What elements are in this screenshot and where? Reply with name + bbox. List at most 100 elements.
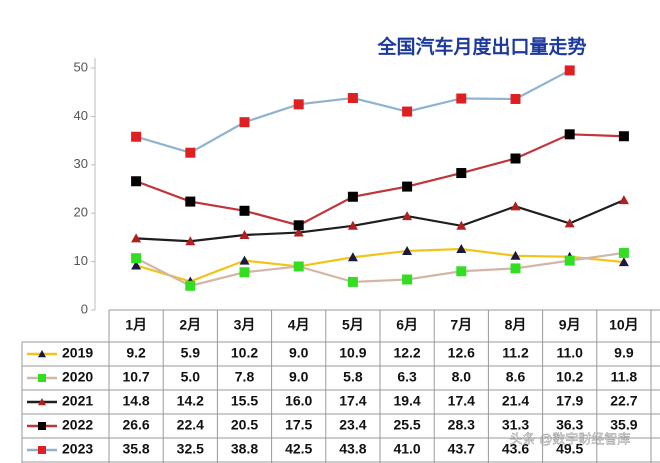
table-cell: 31.3	[502, 417, 529, 433]
point	[564, 129, 575, 140]
table-cell: 43.8	[339, 441, 366, 457]
x-tick-label: 4月	[288, 317, 310, 333]
point	[131, 131, 142, 142]
point	[131, 233, 142, 243]
point	[347, 252, 358, 262]
table-cell: 42.5	[285, 441, 312, 457]
x-tick-label: 6月	[396, 317, 418, 333]
x-tick-label: 2月	[179, 317, 201, 333]
legend-marker	[38, 398, 46, 406]
table-cell: 21.4	[502, 393, 529, 409]
point	[618, 131, 629, 142]
table-cell: 10.2	[231, 345, 258, 361]
point	[456, 93, 467, 104]
y-tick-label: 40	[74, 108, 88, 123]
table-cell: 10.7	[122, 369, 149, 385]
table-cell: 5.0	[181, 369, 201, 385]
table-cell: 22.4	[177, 417, 204, 433]
table-cell: 43.7	[448, 441, 475, 457]
point	[564, 65, 575, 76]
point	[456, 266, 467, 277]
point	[239, 229, 250, 239]
x-tick-label: 7月	[450, 317, 472, 333]
y-tick-label: 50	[74, 59, 88, 74]
point	[510, 93, 521, 104]
table-cell: 7.8	[235, 369, 255, 385]
point	[293, 220, 304, 231]
table-cell: 17.5	[285, 417, 312, 433]
series-line	[135, 133, 624, 227]
table-cell: 41.0	[393, 441, 420, 457]
legend-label: 2021	[62, 393, 93, 409]
chart-title: 全国汽车月度出口量走势	[376, 35, 586, 58]
legend-marker	[38, 374, 46, 382]
table-cell: 23.4	[339, 417, 366, 433]
point	[456, 220, 467, 230]
table-cell: 17.9	[556, 393, 583, 409]
legend-label: 2019	[62, 345, 93, 361]
point	[564, 218, 575, 228]
point	[456, 244, 467, 254]
y-tick-label: 20	[74, 205, 88, 220]
point	[347, 93, 358, 104]
series-line	[135, 251, 625, 287]
point	[185, 280, 196, 291]
table-cell: 17.4	[339, 393, 366, 409]
table-cell: 35.8	[122, 441, 149, 457]
x-tick-label: 10月	[609, 317, 639, 333]
point	[185, 196, 196, 207]
table-cell: 20.5	[231, 417, 258, 433]
point	[402, 181, 413, 192]
point	[131, 253, 142, 264]
table-cell: 5.8	[343, 369, 363, 385]
y-tick-label: 10	[74, 253, 88, 268]
point	[293, 261, 304, 272]
table-cell: 49.5	[556, 441, 583, 457]
point	[564, 255, 575, 266]
point	[402, 274, 413, 285]
point	[402, 106, 413, 117]
table-cell: 9.0	[289, 369, 309, 385]
table-cell: 9.2	[126, 345, 146, 361]
x-tick-label: 8月	[505, 317, 527, 333]
table-cell: 5.9	[181, 345, 201, 361]
point	[618, 247, 629, 258]
table-cell: 8.6	[506, 369, 526, 385]
point	[618, 195, 629, 205]
series-line	[136, 199, 625, 243]
table-cell: 25.5	[393, 417, 420, 433]
point	[239, 205, 250, 216]
table-cell: 22.7	[610, 393, 637, 409]
table-cell: 12.2	[393, 345, 420, 361]
point	[131, 260, 142, 270]
legend-label: 2023	[62, 441, 93, 457]
table-cell: 11.2	[502, 345, 529, 361]
point	[510, 263, 521, 274]
legend-marker	[38, 422, 46, 430]
table-cell: 16.0	[285, 393, 312, 409]
table-cell: 32.5	[177, 441, 204, 457]
point	[239, 255, 250, 265]
point	[347, 220, 358, 230]
table-cell: 36.3	[556, 417, 583, 433]
table-cell: 28.3	[448, 417, 475, 433]
table-cell: 12.6	[448, 345, 475, 361]
x-tick-label: 9月	[559, 317, 581, 333]
x-tick-label: 5月	[342, 317, 364, 333]
point	[347, 191, 358, 202]
table-cell: 9.0	[289, 345, 309, 361]
watermark: 头条 @数字财经智库	[510, 431, 631, 446]
point	[402, 211, 413, 221]
y-tick-label: 30	[74, 156, 88, 171]
point	[510, 250, 521, 260]
table-cell: 8.0	[452, 369, 472, 385]
table-cell: 38.8	[231, 441, 258, 457]
y-tick-label: 0	[81, 301, 88, 316]
series-line	[135, 247, 625, 283]
point	[618, 257, 629, 267]
point	[510, 201, 521, 211]
point	[239, 267, 250, 278]
point	[239, 117, 250, 128]
point	[456, 168, 467, 179]
